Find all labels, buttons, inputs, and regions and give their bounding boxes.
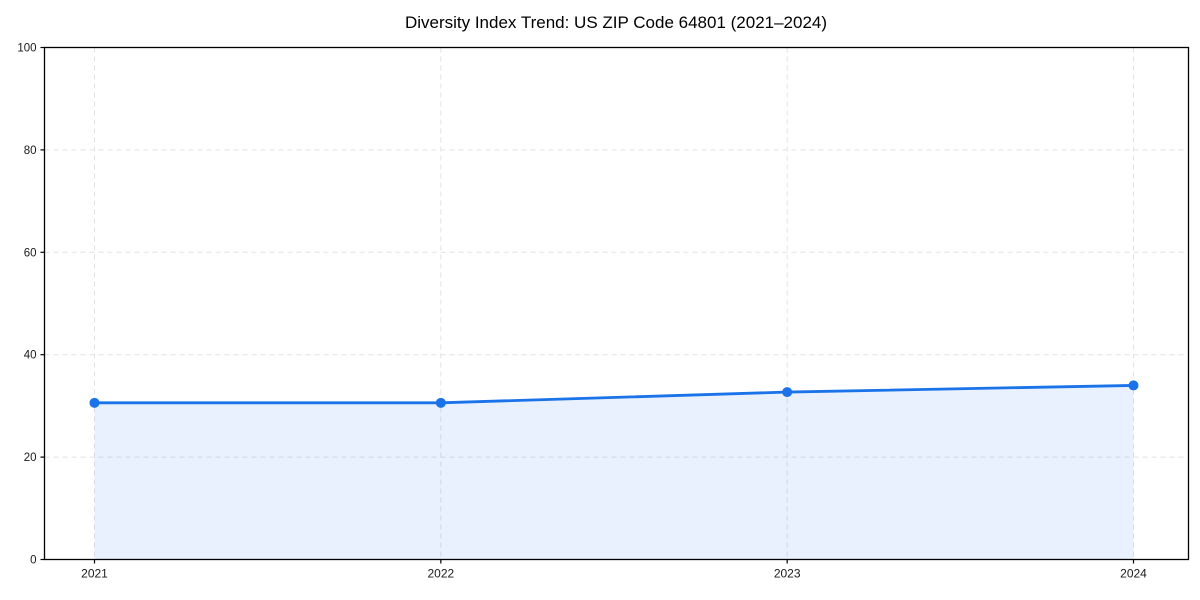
y-tick-label: 60 [24,247,37,259]
x-tick-label: 2023 [774,567,801,581]
trend-line [93,384,1135,405]
y-tick-label: 0 [30,555,36,567]
data-point-marker [1128,380,1139,391]
x-tick-label: 2021 [81,567,108,581]
data-point-marker [89,397,100,408]
x-tick-label: 2022 [427,567,454,581]
plot-frame [43,46,1190,561]
data-point-marker [435,397,446,408]
area-fill [94,385,1134,560]
y-tick-label: 100 [17,43,36,55]
y-tick-label: 20 [24,452,37,464]
y-tick-label: 40 [24,350,37,362]
x-tick-label: 2024 [1120,567,1147,581]
series-layer [89,380,1139,560]
chart-title: Diversity Index Trend: US ZIP Code 64801… [405,13,827,32]
axes-frame [43,46,1190,561]
tick-layer: 0 20 40 60 80 100 2021 2022 2023 2024 [17,43,1147,581]
y-tick-label: 80 [24,145,37,157]
data-point-marker [782,387,793,398]
